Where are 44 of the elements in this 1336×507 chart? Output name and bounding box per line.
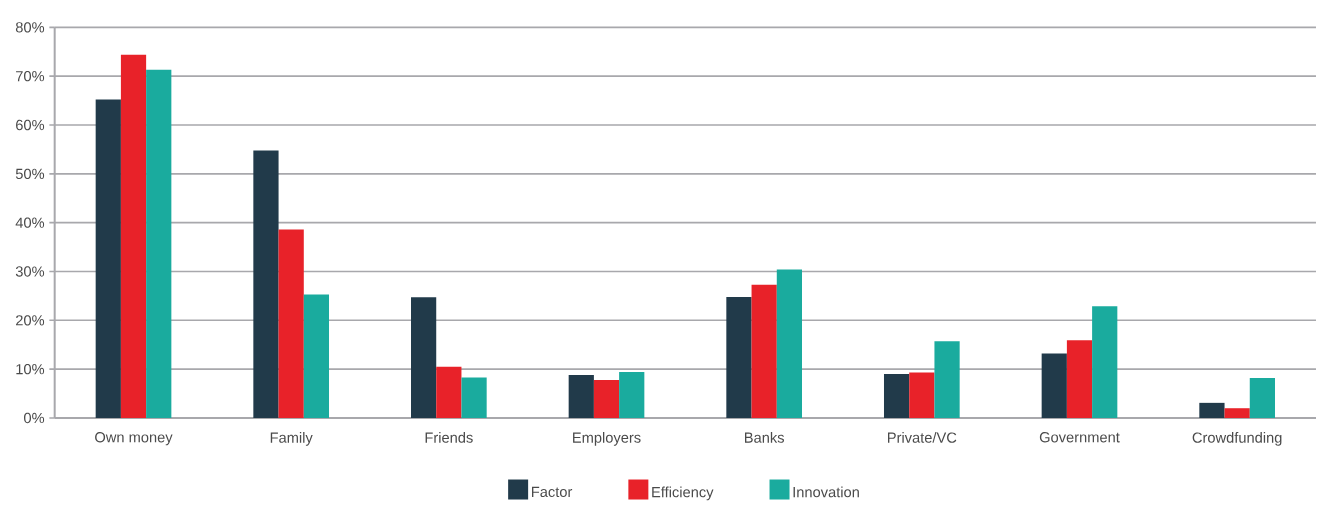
bar — [568, 375, 594, 418]
legend-label: Factor — [532, 486, 573, 498]
bar — [146, 69, 172, 418]
bar — [593, 379, 620, 418]
bar — [619, 372, 645, 418]
y-tick-label: 70% — [16, 70, 45, 82]
bar — [934, 341, 960, 418]
bar — [436, 366, 462, 418]
x-tick-label: Employers — [573, 432, 641, 446]
x-tick-label: Own money — [95, 432, 173, 446]
bar — [1041, 353, 1067, 418]
bar — [95, 99, 121, 418]
x-tick-label: Family — [270, 432, 313, 446]
bar — [1224, 408, 1250, 418]
y-tick-label: 20% — [16, 315, 45, 326]
y-tick-label: 60% — [16, 119, 45, 131]
bar — [883, 374, 910, 418]
bar — [1249, 377, 1275, 418]
y-tick-label: 30% — [15, 266, 45, 277]
x-tick-label: Government — [1039, 432, 1120, 443]
bar — [1199, 402, 1225, 418]
y-tick-label: 50% — [15, 168, 45, 180]
bar — [776, 269, 803, 418]
y-tick-label: 80% — [15, 22, 45, 33]
legend-label: Efficiency — [652, 486, 714, 501]
bar — [253, 150, 279, 418]
bar — [726, 296, 752, 418]
x-tick-label: Private/VC — [888, 432, 957, 443]
x-tick-label: Friends — [425, 432, 473, 443]
y-tick-label: 0% — [24, 412, 45, 424]
bar — [411, 297, 437, 418]
bar — [1066, 340, 1093, 418]
x-tick-label: Crowdfunding — [1192, 432, 1282, 446]
bar — [1092, 306, 1118, 418]
y-tick-label: 40% — [15, 217, 45, 228]
bar — [278, 229, 304, 418]
bar — [909, 372, 935, 418]
x-tick-label: Banks — [745, 432, 785, 443]
legend-label: Innovation — [793, 486, 859, 498]
bar — [461, 377, 487, 418]
bar — [120, 54, 147, 418]
y-tick-label: 10% — [16, 363, 45, 375]
bar — [303, 294, 330, 418]
bar — [751, 284, 777, 418]
